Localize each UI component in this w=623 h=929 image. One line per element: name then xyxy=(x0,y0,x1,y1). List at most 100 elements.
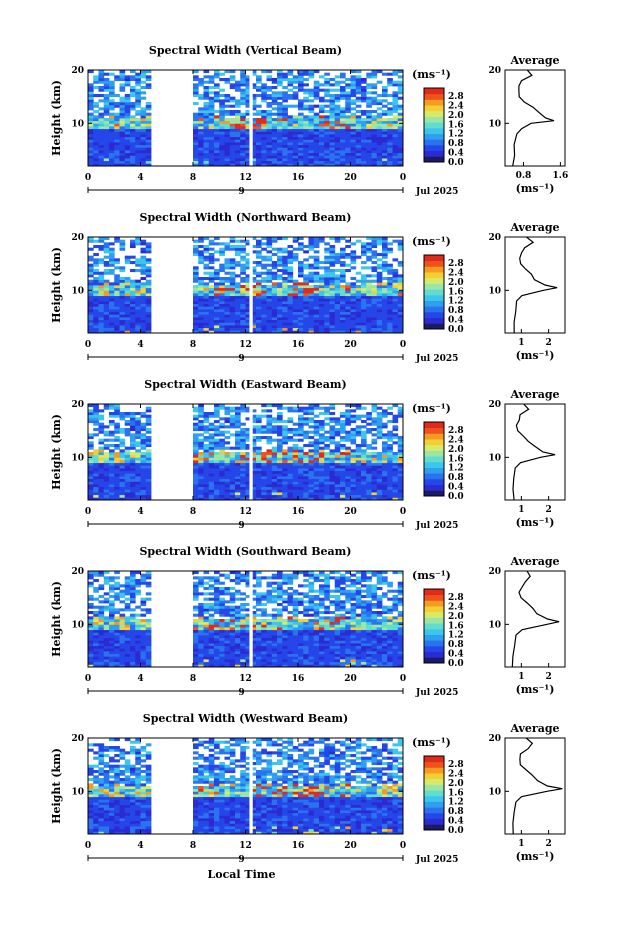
heatmap-cell xyxy=(266,155,273,159)
heatmap-cell xyxy=(366,309,372,313)
heatmap-cell xyxy=(235,409,241,413)
heatmap-cell xyxy=(324,158,330,162)
heatmap-cell xyxy=(334,492,341,496)
heatmap-cell xyxy=(114,322,120,326)
heatmap-cell xyxy=(345,94,351,98)
heatmap-cell xyxy=(271,311,278,315)
heatmap-cell xyxy=(256,147,262,151)
heatmap-cell xyxy=(256,476,262,480)
heatmap-cell xyxy=(193,75,199,79)
heatmap-cell xyxy=(261,478,267,482)
heatmap-cell xyxy=(319,160,325,164)
heatmap-cell xyxy=(208,441,215,445)
heatmap-cell xyxy=(376,131,383,135)
heatmap-cell xyxy=(219,468,225,472)
heatmap-cell xyxy=(250,420,257,424)
heatmap-cell xyxy=(109,134,115,138)
heatmap-cell xyxy=(103,648,110,652)
heatmap-cell xyxy=(308,120,315,124)
heatmap-cell xyxy=(235,306,241,310)
heatmap-cell xyxy=(308,118,315,122)
heatmap-cell xyxy=(109,595,115,599)
heatmap-cell xyxy=(287,120,294,124)
heatmap-cell xyxy=(340,309,346,313)
heatmap-cell xyxy=(124,290,131,294)
heatmap-cell xyxy=(103,322,110,326)
heatmap-cell xyxy=(103,271,110,275)
heatmap-cell xyxy=(303,481,309,485)
colorbar-swatch xyxy=(424,422,444,429)
heatmap-cell xyxy=(130,298,136,302)
heatmap-cell xyxy=(224,441,231,445)
heatmap-cell xyxy=(245,80,252,84)
heatmap-cell xyxy=(135,412,141,416)
heatmap-cell xyxy=(214,303,220,307)
heatmap-cell xyxy=(124,454,131,458)
heatmap-cell xyxy=(109,287,115,291)
heatmap-cell xyxy=(313,277,320,281)
heatmap-cell xyxy=(130,242,136,246)
heatmap-cell xyxy=(135,104,141,108)
heatmap-cell xyxy=(329,96,336,100)
heatmap-cell xyxy=(140,285,147,289)
heatmap-cell xyxy=(392,460,399,464)
heatmap-cell xyxy=(256,282,262,286)
heatmap-cell xyxy=(303,422,309,426)
heatmap-cell xyxy=(350,441,357,445)
heatmap-cell xyxy=(214,314,220,318)
heatmap-cell xyxy=(88,468,94,472)
heatmap-cell xyxy=(140,80,147,84)
heatmap-cell xyxy=(119,624,126,628)
heatmap-cell xyxy=(219,285,225,289)
heatmap-cell xyxy=(277,468,283,472)
heatmap-cell xyxy=(382,489,388,493)
heatmap-cell xyxy=(371,279,378,283)
heatmap-cell xyxy=(245,417,252,421)
heatmap-cell xyxy=(219,152,225,156)
heatmap-cell xyxy=(282,126,288,130)
heatmap-cell xyxy=(208,489,215,493)
heatmap-cell xyxy=(245,134,252,138)
heatmap-cell xyxy=(88,134,94,138)
heatmap-cell xyxy=(371,295,378,299)
heatmap-cell xyxy=(119,629,126,633)
heatmap-cell xyxy=(88,573,94,577)
heatmap-cell xyxy=(261,136,267,140)
heatmap-cell xyxy=(130,327,136,331)
heatmap-cell xyxy=(235,497,241,501)
heatmap-cell xyxy=(214,150,220,154)
heatmap-cell xyxy=(277,412,283,416)
heatmap-cell xyxy=(397,155,404,159)
heatmap-cell xyxy=(382,425,388,429)
heatmap-cell xyxy=(203,118,210,122)
heatmap-cell xyxy=(240,155,246,159)
heatmap-cell xyxy=(98,409,105,413)
heatmap-cell xyxy=(124,306,131,310)
heatmap-cell xyxy=(130,152,136,156)
y-axis-label: Height (km) xyxy=(50,414,63,490)
heatmap-cell xyxy=(193,163,199,167)
heatmap-cell xyxy=(303,150,309,154)
heatmap-cell xyxy=(93,422,99,426)
heatmap-cell xyxy=(250,144,257,148)
heatmap-cell xyxy=(119,476,126,480)
heatmap-cell xyxy=(334,96,341,100)
heatmap-cell xyxy=(392,433,399,437)
heatmap-cell xyxy=(114,465,120,469)
heatmap-cell xyxy=(387,290,393,294)
heatmap-cell xyxy=(392,481,399,485)
heatmap-cell xyxy=(298,317,304,321)
heatmap-cell xyxy=(98,573,105,577)
heatmap-cell xyxy=(366,293,372,297)
heatmap-cell xyxy=(287,325,294,329)
heatmap-cell xyxy=(256,438,262,442)
heatmap-cell xyxy=(119,78,126,82)
heatmap-cell xyxy=(277,481,283,485)
heatmap-cell xyxy=(240,314,246,318)
heatmap-cell xyxy=(208,481,215,485)
heatmap-cell xyxy=(109,128,115,132)
heatmap-cell xyxy=(277,319,283,323)
heatmap-cell xyxy=(145,155,152,159)
heatmap-cell xyxy=(371,322,378,326)
avg-y-tick-label: 10 xyxy=(488,453,501,463)
